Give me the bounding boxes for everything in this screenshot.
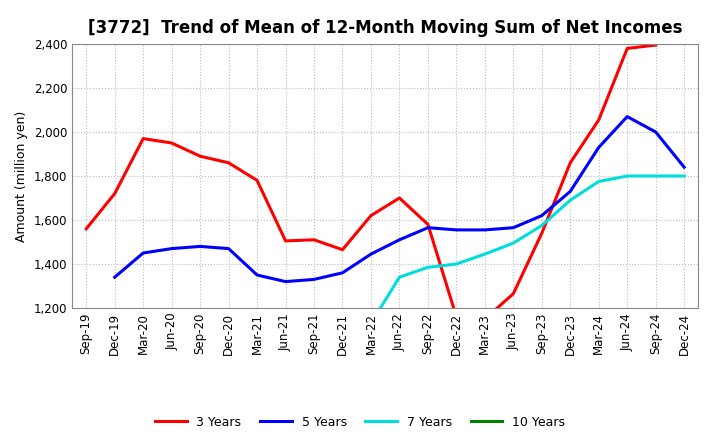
- 3 Years: [566, 160, 575, 165]
- Line: 3 Years: 3 Years: [86, 45, 656, 319]
- 5 Years: [196, 244, 204, 249]
- 3 Years: [623, 46, 631, 51]
- 7 Years: [623, 173, 631, 179]
- Line: 7 Years: 7 Years: [371, 176, 684, 323]
- 5 Years: [253, 272, 261, 278]
- 5 Years: [480, 227, 489, 232]
- 5 Years: [110, 275, 119, 280]
- 5 Years: [623, 114, 631, 119]
- 7 Years: [595, 179, 603, 184]
- 5 Years: [395, 237, 404, 242]
- 3 Years: [225, 160, 233, 165]
- 5 Years: [537, 213, 546, 218]
- 3 Years: [196, 154, 204, 159]
- 7 Years: [452, 261, 461, 267]
- 5 Years: [566, 189, 575, 194]
- 5 Years: [595, 145, 603, 150]
- 5 Years: [282, 279, 290, 284]
- 5 Years: [338, 270, 347, 275]
- 3 Years: [652, 42, 660, 48]
- 7 Years: [652, 173, 660, 179]
- 7 Years: [395, 275, 404, 280]
- 3 Years: [395, 195, 404, 201]
- 3 Years: [110, 191, 119, 196]
- 7 Years: [366, 321, 375, 326]
- 5 Years: [509, 225, 518, 231]
- 5 Years: [423, 225, 432, 231]
- 5 Years: [680, 165, 688, 170]
- 3 Years: [338, 247, 347, 253]
- 3 Years: [253, 178, 261, 183]
- 3 Years: [423, 222, 432, 227]
- 7 Years: [423, 264, 432, 270]
- 3 Years: [310, 237, 318, 242]
- 3 Years: [480, 316, 489, 322]
- 7 Years: [566, 198, 575, 203]
- 3 Years: [509, 291, 518, 297]
- 7 Years: [680, 173, 688, 179]
- Line: 5 Years: 5 Years: [114, 117, 684, 282]
- 7 Years: [537, 223, 546, 228]
- 3 Years: [452, 314, 461, 319]
- Y-axis label: Amount (million yen): Amount (million yen): [15, 110, 28, 242]
- 5 Years: [310, 277, 318, 282]
- 3 Years: [167, 140, 176, 146]
- Legend: 3 Years, 5 Years, 7 Years, 10 Years: 3 Years, 5 Years, 7 Years, 10 Years: [150, 411, 570, 434]
- 3 Years: [282, 238, 290, 244]
- 5 Years: [139, 250, 148, 256]
- 5 Years: [225, 246, 233, 251]
- 5 Years: [366, 251, 375, 257]
- 3 Years: [595, 117, 603, 122]
- 5 Years: [167, 246, 176, 251]
- 3 Years: [139, 136, 148, 141]
- 3 Years: [82, 226, 91, 231]
- 5 Years: [452, 227, 461, 232]
- Title: [3772]  Trend of Mean of 12-Month Moving Sum of Net Incomes: [3772] Trend of Mean of 12-Month Moving …: [88, 19, 683, 37]
- 3 Years: [537, 231, 546, 236]
- 7 Years: [509, 240, 518, 246]
- 7 Years: [480, 251, 489, 257]
- 5 Years: [652, 129, 660, 135]
- 3 Years: [366, 213, 375, 218]
